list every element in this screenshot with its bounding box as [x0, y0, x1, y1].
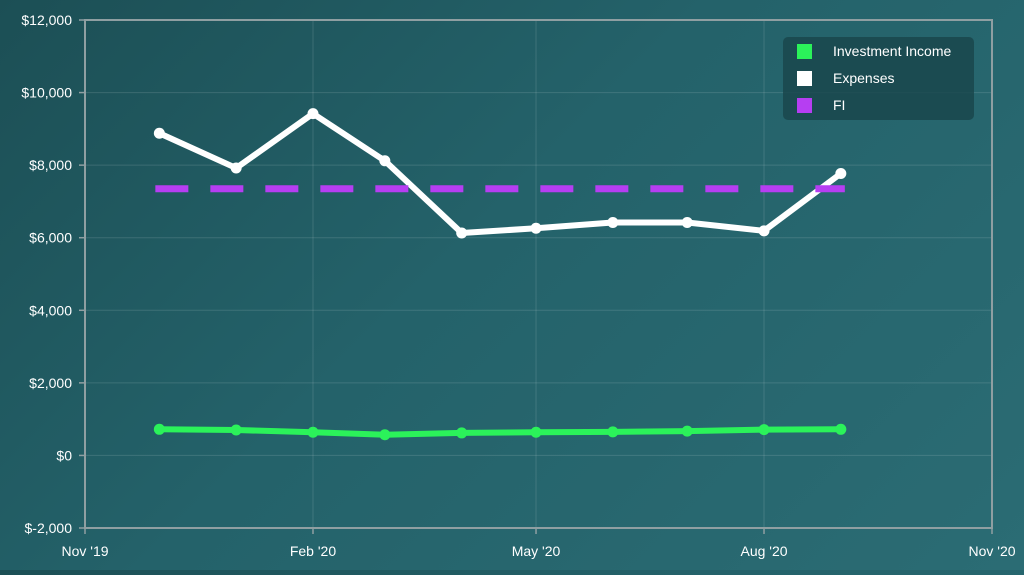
data-point-investment-income[interactable]: [230, 424, 242, 436]
x-tick-label: May '20: [512, 543, 561, 559]
y-axis-ticks: $-2,000 $0 $2,000 $4,000 $6,000 $8,000 $10,000…: [21, 12, 85, 536]
y-tick-label: $2,000: [29, 375, 72, 391]
data-point-expenses[interactable]: [230, 162, 242, 174]
data-point-investment-income[interactable]: [153, 423, 165, 435]
data-point-investment-income[interactable]: [456, 427, 468, 439]
legend-label-expenses: Expenses: [833, 70, 895, 86]
data-point-expenses[interactable]: [758, 225, 770, 237]
x-axis-ticks: Nov '19 Feb '20 May '20 Aug '20 Nov '20: [61, 528, 1016, 559]
data-point-expenses[interactable]: [835, 167, 847, 179]
x-tick-label: Nov '19: [61, 543, 108, 559]
series-investment-income: [153, 423, 847, 441]
series-line-expenses[interactable]: [156, 110, 844, 236]
legend-swatch-investment-income: [797, 43, 812, 59]
chart-legend[interactable]: Investment Income Expenses FI: [783, 37, 974, 120]
x-tick-label: Feb '20: [290, 543, 336, 559]
data-point-expenses[interactable]: [379, 155, 391, 167]
x-tick-label: Aug '20: [740, 543, 787, 559]
data-point-expenses[interactable]: [681, 216, 693, 228]
legend-item-investment-income[interactable]: Investment Income: [797, 41, 951, 61]
x-tick-label: Nov '20: [968, 543, 1015, 559]
data-point-expenses[interactable]: [607, 216, 619, 228]
y-tick-label: $4,000: [29, 302, 72, 318]
data-point-investment-income[interactable]: [607, 426, 619, 438]
plot-frame: [84, 19, 993, 529]
data-point-investment-income[interactable]: [379, 429, 391, 441]
y-tick-label: $-2,000: [25, 520, 73, 536]
series-expenses: [153, 108, 847, 239]
series-line-investment-income[interactable]: [156, 426, 844, 438]
y-tick-label: $12,000: [21, 12, 72, 28]
y-tick-label: $8,000: [29, 157, 72, 173]
data-point-expenses[interactable]: [456, 227, 468, 239]
data-point-investment-income[interactable]: [530, 426, 542, 438]
data-point-expenses[interactable]: [153, 127, 165, 139]
data-point-investment-income[interactable]: [835, 423, 847, 435]
series-lines: [153, 108, 847, 441]
data-point-investment-income[interactable]: [758, 424, 770, 436]
legend-swatch-fi: [797, 97, 812, 113]
data-point-investment-income[interactable]: [681, 425, 693, 437]
legend-item-fi[interactable]: FI: [797, 95, 845, 115]
y-tick-label: $0: [56, 447, 72, 463]
y-tick-label: $10,000: [21, 85, 72, 101]
legend-item-expenses[interactable]: Expenses: [797, 68, 894, 88]
legend-label-investment-income: Investment Income: [833, 43, 952, 59]
y-tick-label: $6,000: [29, 230, 72, 246]
legend-swatch-expenses: [797, 70, 812, 86]
data-point-expenses[interactable]: [307, 108, 319, 120]
data-point-investment-income[interactable]: [307, 426, 319, 438]
legend-label-fi: FI: [833, 97, 846, 113]
data-point-expenses[interactable]: [530, 222, 542, 234]
